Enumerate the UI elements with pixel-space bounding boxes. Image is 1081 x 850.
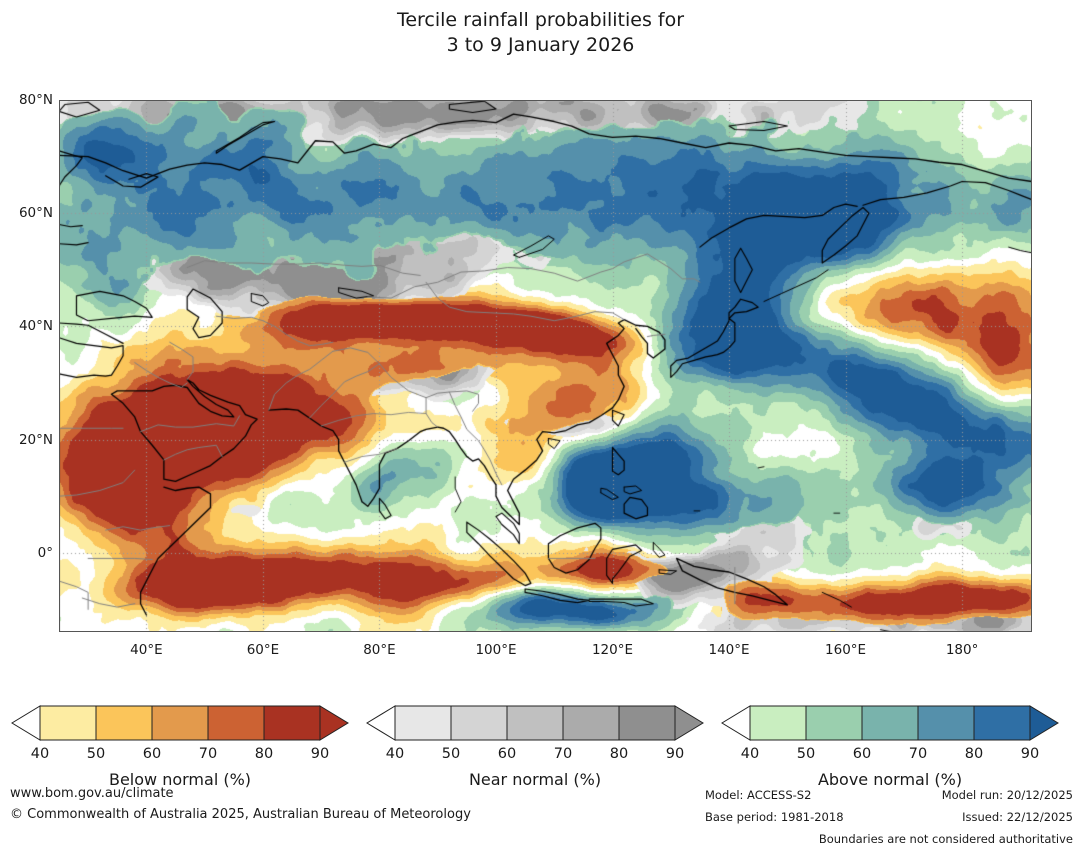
- footer: www.bom.gov.au/climate © Commonwealth of…: [0, 786, 1081, 850]
- y-tick-label-2: 40°N: [18, 318, 53, 335]
- colorbar-below-normal-band-3: [207, 705, 265, 741]
- colorbar-above-normal: 40 50 60 70 80 90 Above normal (%): [720, 700, 1060, 789]
- footer-model: Model: ACCESS-S2: [705, 788, 812, 802]
- colorbar-below-normal-under-arrow: [11, 705, 41, 741]
- colorbar-near-normal-tick-0: 40: [385, 746, 405, 762]
- title-line-2: 3 to 9 January 2026: [446, 34, 635, 56]
- colorbar-below-normal: 40 50 60 70 80 90 Below normal (%): [10, 700, 350, 789]
- colorbar-below-normal-band-4: [263, 705, 321, 741]
- colorbar-below-normal-tick-3: 70: [198, 746, 218, 762]
- colorbar-near-normal-tick-3: 70: [553, 746, 573, 762]
- y-tick-label-0: 80°N: [18, 92, 53, 108]
- colorbar-below-normal-tick-5: 90: [310, 746, 330, 762]
- colorbar-above-normal-tick-3: 70: [908, 746, 928, 762]
- y-tick-label-4: 0°: [37, 544, 53, 561]
- colorbar-below-normal-title: Below normal (%): [108, 770, 252, 789]
- footer-issued: Issued: 22/12/2025: [962, 810, 1073, 824]
- x-tick-label-1: 60°E: [246, 642, 280, 658]
- colorbar-above-normal-tick-4: 80: [964, 746, 984, 762]
- colorbar-below-normal-band-2: [151, 705, 209, 741]
- colorbar-near-normal-band-3: [562, 705, 620, 741]
- x-tick-label-3: 100°E: [475, 642, 517, 658]
- footer-copyright: © Commonwealth of Australia 2025, Austra…: [10, 807, 471, 822]
- x-tick-label-2: 80°E: [363, 642, 396, 658]
- colorbar-near-normal-tick-2: 60: [497, 746, 517, 762]
- colorbar-above-normal-swatches: [721, 705, 1059, 741]
- colorbar-below-normal-tick-1: 50: [86, 746, 106, 762]
- colorbar-near-normal-band-2: [506, 705, 564, 741]
- colorbar-near-normal-tick-1: 50: [441, 746, 461, 762]
- colorbar-above-normal-title: Above normal (%): [817, 770, 963, 789]
- x-tick-label-4: 120°E: [591, 642, 634, 658]
- colorbar-above-normal-band-4: [973, 705, 1031, 741]
- colorbar-above-normal-tick-0: 40: [740, 746, 760, 762]
- colorbar-above-normal-tick-2: 60: [852, 746, 872, 762]
- x-tick-label-6: 160°E: [825, 642, 867, 658]
- colorbar-above-normal-tick-5: 90: [1020, 746, 1040, 762]
- colorbar-below-normal-tick-0: 40: [30, 746, 50, 762]
- footer-website[interactable]: www.bom.gov.au/climate: [10, 786, 174, 801]
- footer-disclaimer: Boundaries are not considered authoritat…: [818, 832, 1073, 846]
- colorbar-below-normal-swatches: [11, 705, 349, 741]
- colorbar-near-normal-band-4: [618, 705, 676, 741]
- colorbar-near-normal-ticks: 40 50 60 70 80 90: [365, 746, 705, 766]
- colorbar-below-normal-band-0: [39, 705, 97, 741]
- colorbar-near-normal-tick-4: 80: [609, 746, 629, 762]
- colorbar-below-normal-band-1: [95, 705, 153, 741]
- footer-model-run: Model run: 20/12/2025: [941, 788, 1073, 802]
- probability-map[interactable]: [59, 100, 1032, 632]
- colorbar-above-normal-under-arrow: [721, 705, 751, 741]
- colorbar-above-normal-band-1: [805, 705, 863, 741]
- colorbar-near-normal-over-arrow: [674, 705, 704, 741]
- footer-base-period: Base period: 1981-2018: [705, 810, 844, 824]
- colorbar-near-normal: 40 50 60 70 80 90 Near normal (%): [365, 700, 705, 789]
- colorbar-above-normal-band-0: [749, 705, 807, 741]
- map-raster[interactable]: [59, 100, 1032, 632]
- colorbar-near-normal-tick-5: 90: [665, 746, 685, 762]
- y-tick-label-1: 60°N: [18, 205, 53, 222]
- colorbar-near-normal-under-arrow: [366, 705, 396, 741]
- colorbar-above-normal-over-arrow: [1029, 705, 1059, 741]
- x-tick-label-7: 180°: [945, 642, 979, 658]
- colorbar-near-normal-title: Near normal (%): [468, 770, 602, 789]
- y-tick-label-3: 20°N: [18, 431, 53, 448]
- x-tick-label-5: 140°E: [708, 642, 750, 658]
- colorbar-above-normal-band-2: [861, 705, 919, 741]
- x-tick-label-0: 40°E: [130, 642, 163, 658]
- colorbar-below-normal-ticks: 40 50 60 70 80 90: [10, 746, 350, 766]
- colorbar-below-normal-tick-2: 60: [142, 746, 162, 762]
- colorbar-below-normal-tick-4: 80: [254, 746, 274, 762]
- colorbar-near-normal-swatches: [366, 705, 704, 741]
- colorbar-above-normal-band-3: [917, 705, 975, 741]
- title-line-1: Tercile rainfall probabilities for: [396, 9, 685, 31]
- colorbar-above-normal-tick-1: 50: [796, 746, 816, 762]
- colorbar-near-normal-band-0: [394, 705, 452, 741]
- colorbar-above-normal-ticks: 40 50 60 70 80 90: [720, 746, 1060, 766]
- colorbar-below-normal-over-arrow: [319, 705, 349, 741]
- colorbar-near-normal-band-1: [450, 705, 508, 741]
- page-title: Tercile rainfall probabilities for 3 to …: [0, 8, 1081, 58]
